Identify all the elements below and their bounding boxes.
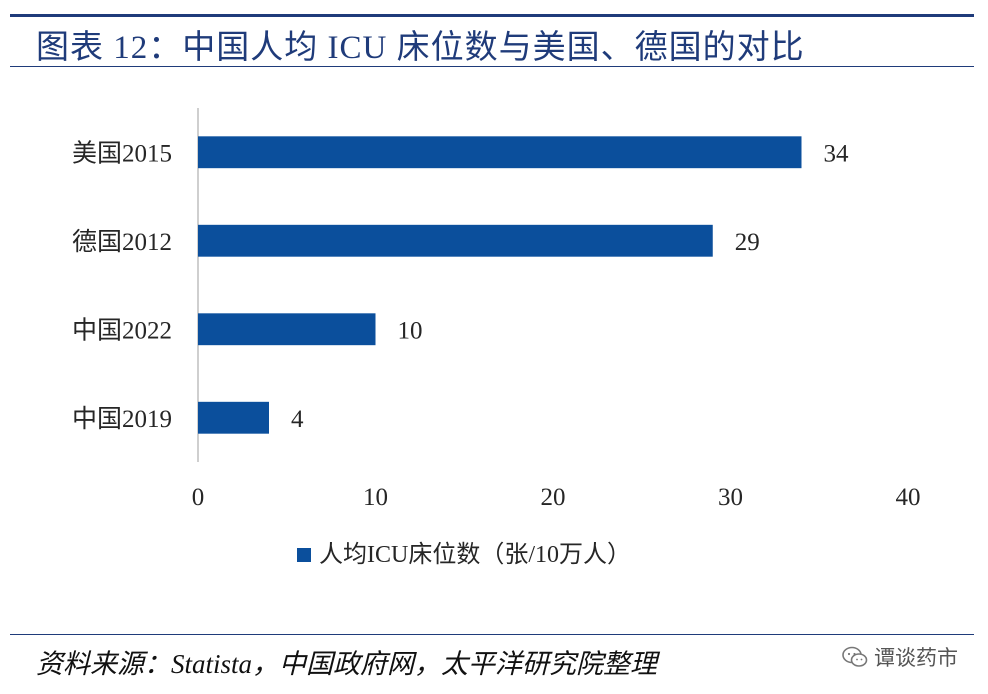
data-label-1: 29 xyxy=(735,229,760,256)
wechat-icon xyxy=(842,646,868,667)
x-tick-label-4: 40 xyxy=(896,484,921,511)
data-label-2: 10 xyxy=(398,317,423,344)
x-tick-label-0: 0 xyxy=(192,484,205,511)
watermark-text: 谭谈药市 xyxy=(874,646,958,670)
bar-3 xyxy=(198,401,269,434)
data-label-3: 4 xyxy=(291,406,304,433)
category-label-1: 德国2012 xyxy=(72,228,172,256)
legend-label: 人均ICU床位数（张/10万人） xyxy=(319,541,631,568)
page-title: 图表 12：中国人均 ICU 床位数与美国、德国的对比 xyxy=(36,30,805,66)
x-tick-label-2: 20 xyxy=(541,484,566,511)
watermark: 谭谈药市 xyxy=(842,642,958,672)
category-label-0: 美国2015 xyxy=(72,139,172,167)
category-label-2: 中国2022 xyxy=(72,316,172,344)
title-rule xyxy=(10,66,974,67)
top-rule xyxy=(10,14,974,17)
x-tick-label-3: 30 xyxy=(718,484,743,511)
source-note: 资料来源：Statista，中国政府网，太平洋研究院整理 xyxy=(36,649,658,679)
category-label-3: 中国2019 xyxy=(72,405,172,433)
bar-1 xyxy=(198,224,713,257)
data-label-0: 34 xyxy=(824,140,850,167)
bottom-rule xyxy=(10,634,974,635)
x-tick-label-1: 10 xyxy=(363,484,388,511)
bar-2 xyxy=(198,313,376,346)
bar-0 xyxy=(198,136,802,169)
legend-swatch xyxy=(297,548,311,562)
